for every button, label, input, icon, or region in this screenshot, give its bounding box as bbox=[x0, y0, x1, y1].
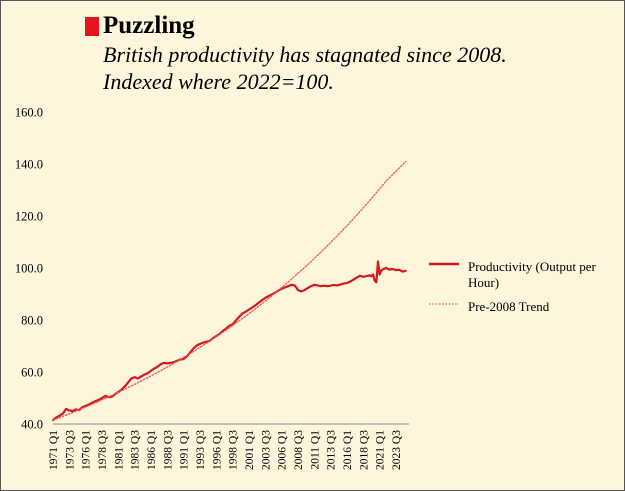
series-line-productivity bbox=[51, 260, 407, 422]
chart-title: Puzzling bbox=[103, 12, 195, 39]
y-axis: 40.0 60.0 80.0 100.0 120.0 140.0 160.0 bbox=[15, 106, 43, 432]
x-tick-label: 1973 Q3 bbox=[64, 430, 76, 470]
x-tick-label: 1988 Q3 bbox=[162, 430, 174, 470]
y-tick-label: 80.0 bbox=[21, 314, 43, 328]
subtitle-line-2: Indexed where 2022=100. bbox=[103, 69, 334, 94]
accent-square bbox=[85, 16, 99, 36]
x-tick-label: 2006 Q1 bbox=[277, 430, 289, 470]
x-tick-label: 2016 Q1 bbox=[342, 430, 354, 470]
x-tick-label: 1986 Q1 bbox=[146, 430, 158, 470]
title-row: Puzzling bbox=[85, 12, 195, 39]
x-tick-label: 1991 Q1 bbox=[179, 430, 191, 470]
x-tick-label: 1983 Q3 bbox=[130, 430, 142, 470]
legend-item-trend: Pre-2008 Trend bbox=[428, 299, 618, 315]
legend-item-productivity: Productivity (Output per Hour) bbox=[428, 259, 618, 291]
chart-subtitle: British productivity has stagnated since… bbox=[103, 41, 507, 95]
x-tick-label: 1998 Q3 bbox=[228, 430, 240, 470]
y-tick-label: 100.0 bbox=[15, 262, 43, 276]
x-tick-label: 1981 Q1 bbox=[113, 430, 125, 470]
x-tick-label: 2003 Q3 bbox=[260, 430, 272, 470]
y-tick-label: 40.0 bbox=[21, 418, 43, 432]
y-tick-label: 120.0 bbox=[15, 210, 43, 224]
x-tick-label: 1971 Q1 bbox=[48, 430, 60, 470]
x-axis: 1971 Q1 1973 Q3 1976 Q1 1978 Q3 1981 Q1 1983 … bbox=[48, 423, 409, 470]
legend-swatch-solid bbox=[428, 259, 460, 268]
y-tick-label: 60.0 bbox=[21, 366, 43, 380]
x-tick-label: 2021 Q1 bbox=[375, 430, 387, 470]
legend-label-productivity: Productivity (Output per Hour) bbox=[468, 259, 596, 290]
x-tick-label: 1996 Q1 bbox=[211, 430, 223, 470]
x-tick-label: 2011 Q1 bbox=[309, 430, 321, 470]
x-tick-label: 1978 Q3 bbox=[97, 430, 109, 470]
legend-swatch-dotted bbox=[428, 299, 460, 308]
x-tick-label: 2001 Q1 bbox=[244, 430, 256, 470]
x-tick-label: 1993 Q3 bbox=[195, 430, 207, 470]
legend-label-trend: Pre-2008 Trend bbox=[468, 299, 550, 314]
y-tick-label: 140.0 bbox=[15, 158, 43, 172]
x-tick-label: 1976 Q1 bbox=[81, 430, 93, 470]
y-tick-label: 160.0 bbox=[15, 106, 43, 120]
series-line-trend bbox=[52, 160, 407, 421]
x-tick-label: 2018 Q3 bbox=[358, 430, 370, 470]
x-tick-label: 2023 Q3 bbox=[391, 430, 403, 470]
plot-area bbox=[51, 160, 407, 422]
subtitle-line-1: British productivity has stagnated since… bbox=[103, 42, 507, 67]
x-tick-label: 2013 Q3 bbox=[326, 430, 338, 470]
x-tick-label: 2008 Q3 bbox=[293, 430, 305, 470]
legend: Productivity (Output per Hour) Pre-2008 … bbox=[428, 259, 618, 323]
